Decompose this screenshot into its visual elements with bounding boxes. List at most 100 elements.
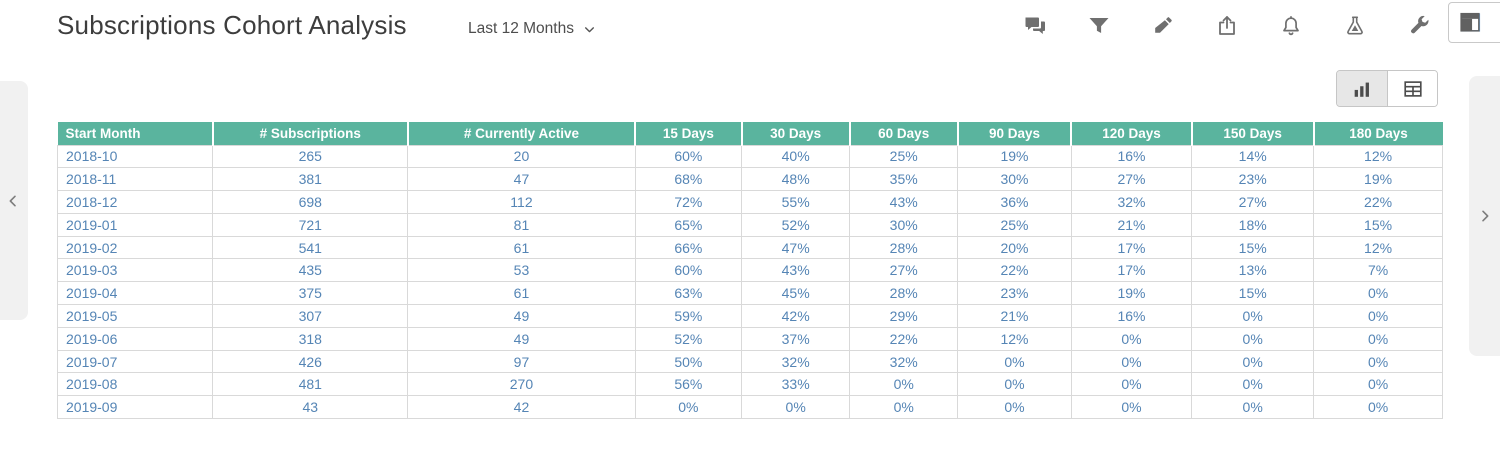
table-cell: 0% [1313,372,1443,397]
chart-view-button[interactable] [1337,71,1387,106]
table-cell: 32% [849,349,959,374]
table-grid-icon [1403,80,1422,97]
table-cell: 0% [1070,349,1193,374]
table-cell: 19% [1070,281,1193,306]
table-cell: 65% [634,212,743,237]
table-cell: 68% [634,167,743,192]
table-cell: 52% [741,212,851,237]
table-cell: 0% [1313,281,1443,306]
table-cell: 30% [957,167,1072,192]
table-cell: 29% [849,304,959,328]
table-row: 2019-03 435 53 60% 43% 27% 22% 17% 13% 7% [56,258,1443,283]
column-header-120-days: 120 Days [1070,122,1192,145]
pen-icon[interactable] [1150,13,1176,39]
table-row: 2019-02 541 61 66% 47% 28% 20% 17% 15% 12% [56,235,1443,260]
table-cell: 16% [1070,304,1193,328]
table-cell: 318 [212,326,409,351]
flask-icon[interactable] [1342,13,1368,39]
table-row: 2019-05 307 49 59% 42% 29% 21% 16% 0% 0% [56,304,1443,328]
table-row: 2019-09 43 42 0% 0% 0% 0% 0% 0% 0% [56,395,1443,420]
table-row: 2018-10 265 20 60% 40% 25% 19% 16% 14% 12% [56,144,1443,169]
start-month-cell: 2019-03 [56,258,214,283]
start-month-cell: 2019-02 [56,235,214,260]
table-cell: 0% [1191,349,1315,374]
table-cell: 265 [212,144,409,169]
table-cell: 0% [741,395,851,420]
table-row: 2019-01 721 81 65% 52% 30% 25% 21% 18% 15% [56,212,1443,237]
column-header-30-days: 30 Days [740,122,850,145]
table-cell: 42 [407,395,636,420]
table-cell: 19% [1313,167,1443,192]
table-cell: 19% [957,144,1072,169]
page-title: Subscriptions Cohort Analysis [57,10,407,40]
table-cell: 0% [957,349,1072,374]
table-cell: 37% [741,326,851,351]
bell-icon[interactable] [1278,13,1304,39]
table-cell: 0% [1070,395,1193,420]
table-cell: 15% [1191,235,1315,260]
table-cell: 7% [1313,258,1443,283]
table-row: 2019-08 481 270 56% 33% 0% 0% 0% 0% 0% [56,372,1443,397]
comments-icon[interactable] [1022,13,1048,39]
table-cell: 97 [407,349,636,374]
table-cell: 42% [741,304,851,328]
table-cell: 49 [407,326,636,351]
table-cell: 541 [212,235,409,260]
column-header-start-month: Start Month [57,122,213,145]
table-cell: 22% [957,258,1072,283]
table-cell: 27% [1191,190,1315,214]
table-cell: 16% [1070,144,1193,169]
table-view-button[interactable] [1387,71,1437,106]
share-icon[interactable] [1214,13,1240,39]
table-cell: 12% [1313,235,1443,260]
chevron-left-icon [9,195,16,206]
chevron-right-icon [1482,210,1489,222]
table-cell: 698 [212,190,409,214]
toolbar [1022,13,1432,39]
filter-icon[interactable] [1086,13,1112,39]
column-header-180-days: 180 Days [1312,122,1443,145]
date-range-dropdown[interactable]: Last 12 Months [468,20,596,38]
table-cell: 32% [1070,190,1193,214]
table-cell: 55% [741,190,851,214]
column-header-60-days: 60 Days [848,122,958,145]
table-cell: 0% [1070,372,1193,397]
table-cell: 0% [1070,326,1193,351]
table-cell: 0% [1191,326,1315,351]
chevron-down-icon [584,26,594,32]
next-widget-panel[interactable] [1469,76,1500,356]
date-range-label: Last 12 Months [468,20,574,37]
prev-widget-panel[interactable] [0,81,28,320]
table-cell: 59% [634,304,743,328]
table-cell: 20% [957,235,1072,260]
table-cell: 36% [957,190,1072,214]
table-cell: 53 [407,258,636,283]
table-cell: 18% [1191,212,1315,237]
table-cell: 47 [407,167,636,192]
table-cell: 721 [212,212,409,237]
table-cell: 61 [407,235,636,260]
table-cell: 21% [957,304,1072,328]
layout-icon [1460,12,1481,32]
table-cell: 30% [849,212,959,237]
table-row: 2019-07 426 97 50% 32% 32% 0% 0% 0% 0% [56,349,1443,374]
table-cell: 40% [741,144,851,169]
table-cell: 45% [741,281,851,306]
start-month-cell: 2019-04 [56,281,214,306]
table-cell: 17% [1070,235,1193,260]
table-cell: 43% [741,258,851,283]
layout-toggle-button[interactable] [1448,2,1500,43]
table-cell: 25% [849,144,959,169]
table-cell: 43 [212,395,409,420]
table-cell: 381 [212,167,409,192]
wrench-icon[interactable] [1406,13,1432,39]
table-cell: 0% [957,395,1072,420]
table-cell: 56% [634,372,743,397]
table-cell: 0% [1191,395,1315,420]
column-header-150-days: 150 Days [1190,122,1314,145]
table-cell: 375 [212,281,409,306]
table-cell: 0% [1313,349,1443,374]
table-cell: 28% [849,281,959,306]
start-month-cell: 2019-08 [56,372,214,397]
